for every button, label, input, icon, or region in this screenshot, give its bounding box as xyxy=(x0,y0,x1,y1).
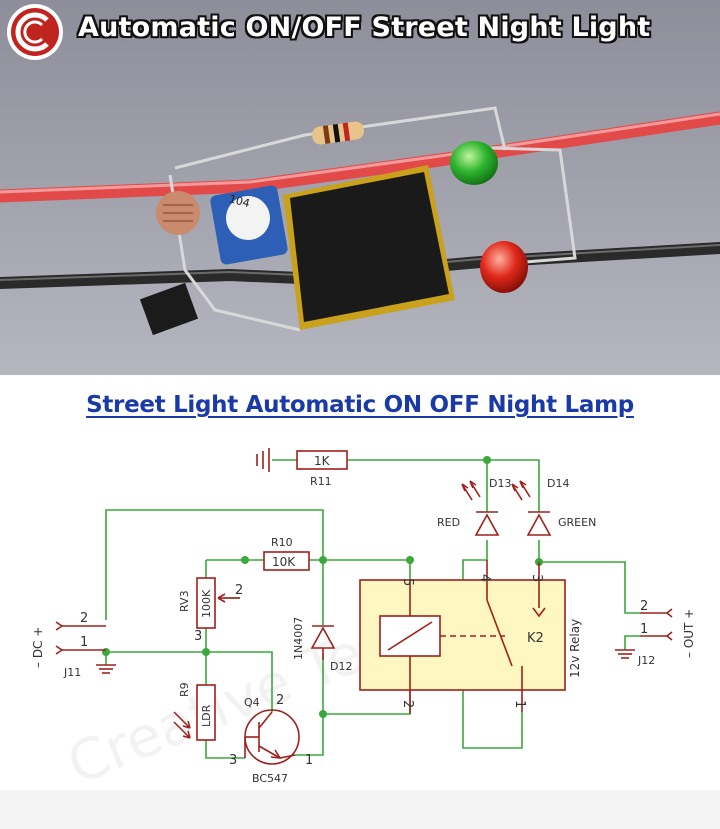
relay-pins xyxy=(409,560,540,714)
d13-ref: D13 xyxy=(489,477,511,490)
ground-symbol-j12 xyxy=(615,649,635,659)
relay-coil xyxy=(379,580,546,690)
k2-ref: K2 xyxy=(527,631,544,646)
ground-symbol-j11 xyxy=(96,664,116,674)
q4-pin3: 3 xyxy=(229,753,237,768)
k2-part: 12v Relay xyxy=(568,619,582,678)
relay-pin1: 1 xyxy=(512,700,527,708)
r9-value: LDR xyxy=(200,704,213,727)
j12-label: – OUT + xyxy=(682,609,696,658)
potentiometer-rv3 xyxy=(196,577,216,629)
q4-ref: Q4 xyxy=(244,696,260,709)
resistor-r11 xyxy=(296,450,348,470)
j11-pin2: 2 xyxy=(80,611,88,626)
j12-ref: J12 xyxy=(637,654,655,667)
led-d13 xyxy=(461,480,500,536)
r9-ref: R9 xyxy=(178,682,191,697)
relay-pin2: 2 xyxy=(400,700,415,708)
schematic-diagram: Creative Technos xyxy=(0,375,720,829)
q4-pin2: 2 xyxy=(276,693,284,708)
circuit-photo: 104 xyxy=(0,0,720,375)
connector-j12 xyxy=(640,608,673,641)
pot-wiper-arrow xyxy=(217,593,240,603)
r10-ref: R10 xyxy=(271,536,293,549)
relay-pin3: 3 xyxy=(529,574,544,582)
ground-symbol-top xyxy=(256,448,270,472)
rv3-ref: RV3 xyxy=(178,590,191,612)
j11-pin1: 1 xyxy=(80,635,88,650)
transistor-q4 xyxy=(244,709,300,765)
rv3-value: 100K xyxy=(200,589,213,618)
logo-icon xyxy=(7,4,63,60)
diode-d12 xyxy=(310,625,336,660)
connector-j11 xyxy=(55,621,106,655)
relay-pin4: 4 xyxy=(477,574,492,582)
relay-pin5: 5 xyxy=(400,578,415,586)
r10-value: 10K xyxy=(272,555,296,569)
resistor-r10 xyxy=(263,551,310,571)
j12-pin2: 2 xyxy=(640,599,648,614)
ldr-light-arrows-icon xyxy=(173,711,191,739)
d13-color: RED xyxy=(437,516,460,529)
header-title: Automatic ON/OFF Street Night Light xyxy=(78,12,651,43)
j11-label: – DC + xyxy=(31,627,45,668)
q4-pin1: 1 xyxy=(305,753,313,768)
rv3-pin2: 2 xyxy=(235,583,243,598)
d12-part: 1N4007 xyxy=(292,617,305,660)
r11-ref: R11 xyxy=(310,475,332,488)
led-d14 xyxy=(511,480,552,536)
j11-ref: J11 xyxy=(63,666,81,679)
d14-color: GREEN xyxy=(558,516,596,529)
d14-ref: D14 xyxy=(547,477,569,490)
schematic-title: Street Light Automatic ON OFF Night Lamp xyxy=(86,392,634,418)
wire-junctions xyxy=(102,456,543,718)
d12-ref: D12 xyxy=(330,660,352,673)
q4-part: BC547 xyxy=(252,772,288,785)
j12-pin1: 1 xyxy=(640,622,648,637)
ldr-r9 xyxy=(196,684,216,741)
svg-text:104: 104 xyxy=(228,192,252,210)
r11-value: 1K xyxy=(314,454,331,468)
rv3-pin3: 3 xyxy=(194,629,202,644)
